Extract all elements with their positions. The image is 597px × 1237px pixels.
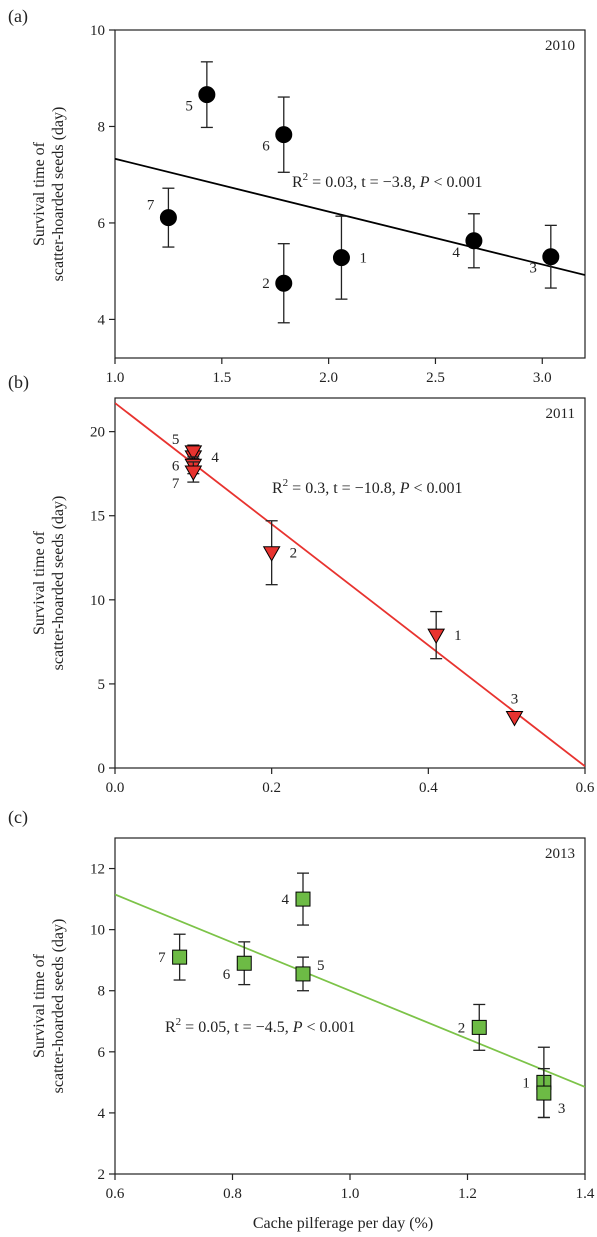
point-label-4: 4	[452, 245, 460, 261]
x-axis-title: Cache pilferage per day (%)	[253, 1215, 433, 1232]
y-tick-label: 10	[90, 923, 105, 939]
data-point-3	[505, 711, 524, 727]
y-tick-label: 12	[90, 862, 105, 878]
point-label-1: 1	[522, 1075, 530, 1091]
plot-frame	[114, 397, 586, 769]
x-tick-label: 1.2	[458, 1186, 477, 1202]
data-point-2	[471, 1019, 487, 1035]
data-point-1	[332, 249, 350, 267]
y-tick-label: 5	[98, 677, 106, 693]
x-tick-label: 0.0	[106, 780, 125, 796]
regression-stats: R2 = 0.03, t = −3.8, P < 0.001	[292, 171, 483, 191]
y-tick-label: 6	[98, 1045, 106, 1061]
point-label-1: 1	[359, 251, 367, 267]
data-point-5	[295, 966, 311, 982]
point-label-1: 1	[454, 628, 462, 644]
panel-label: (c)	[8, 807, 28, 828]
panel-label: (a)	[8, 6, 28, 27]
point-label-2: 2	[458, 1020, 466, 1036]
y-tick-label: 6	[98, 216, 106, 232]
y-tick-label: 8	[98, 119, 106, 135]
data-point-2	[262, 546, 281, 562]
regression-line	[115, 157, 585, 276]
plot-frame	[114, 29, 586, 359]
regression-line	[115, 893, 585, 1088]
point-label-3: 3	[511, 692, 519, 708]
data-point-3	[542, 248, 560, 266]
x-tick-label: 1.4	[576, 1186, 595, 1202]
point-label-5: 5	[317, 958, 325, 974]
data-point-5	[198, 86, 216, 104]
x-tick-label: 0.6	[576, 780, 595, 796]
data-point-7	[159, 209, 177, 227]
point-label-2: 2	[262, 276, 270, 292]
data-point-1	[427, 628, 446, 645]
y-tick-label: 8	[98, 984, 106, 1000]
point-label-7: 7	[172, 476, 180, 492]
y-tick-label: 2	[98, 1167, 106, 1183]
point-label-7: 7	[147, 198, 155, 214]
point-label-3: 3	[558, 1101, 566, 1117]
point-label-5: 5	[172, 432, 180, 448]
data-point-3	[536, 1085, 552, 1101]
y-tick-label: 10	[90, 23, 105, 39]
point-label-4: 4	[211, 450, 219, 466]
year-label: 2013	[545, 846, 575, 862]
y-axis-title: Survival time of scatter-hoarded seeds (d…	[31, 496, 67, 671]
panel-label: (b)	[8, 372, 29, 393]
chart-panel-1: 4 6 8 10 1.0 1.5 2.0 2.5 3.0 (a) 2010 Survival time…	[8, 6, 586, 386]
point-label-2: 2	[290, 546, 298, 562]
y-axis-title: Survival time of scatter-hoarded seeds (d…	[31, 107, 67, 282]
x-tick-label: 0.4	[419, 780, 438, 796]
y-tick-label: 10	[90, 593, 105, 609]
data-point-4	[295, 891, 311, 907]
y-tick-label: 4	[98, 312, 106, 328]
point-label-3: 3	[529, 261, 537, 277]
plot-frame	[114, 837, 586, 1175]
data-point-4	[465, 232, 483, 250]
data-point-6	[236, 955, 252, 971]
y-tick-label: 15	[90, 509, 105, 525]
x-tick-label: 0.6	[106, 1186, 125, 1202]
x-tick-label: 0.2	[262, 780, 281, 796]
data-point-2	[275, 274, 293, 292]
data-point-7	[184, 465, 203, 482]
x-tick-label: 3.0	[533, 370, 552, 386]
year-label: 2011	[546, 406, 575, 422]
point-label-7: 7	[158, 950, 166, 966]
year-label: 2010	[545, 38, 575, 54]
x-tick-label: 2.5	[426, 370, 445, 386]
point-label-6: 6	[223, 967, 231, 983]
x-tick-label: 1.5	[212, 370, 231, 386]
x-tick-label: 0.8	[223, 1186, 242, 1202]
y-tick-label: 20	[90, 425, 105, 441]
x-tick-label: 2.0	[319, 370, 338, 386]
point-label-4: 4	[282, 892, 290, 908]
y-tick-label: 4	[98, 1106, 106, 1122]
point-label-6: 6	[262, 139, 270, 155]
y-axis-title: Survival time of scatter-hoarded seeds (d…	[31, 919, 67, 1094]
data-point-7	[172, 949, 188, 965]
y-tick-label: 0	[98, 761, 106, 777]
data-point-6	[275, 126, 293, 144]
x-tick-label: 1.0	[341, 1186, 360, 1202]
point-label-6: 6	[172, 458, 180, 474]
regression-stats: R2 = 0.3, t = −10.8, P < 0.001	[272, 477, 463, 497]
regression-stats: R2 = 0.05, t = −4.5, P < 0.001	[165, 1016, 356, 1036]
data-point-5	[184, 445, 203, 461]
point-label-5: 5	[185, 99, 193, 115]
x-tick-label: 1.0	[106, 370, 125, 386]
